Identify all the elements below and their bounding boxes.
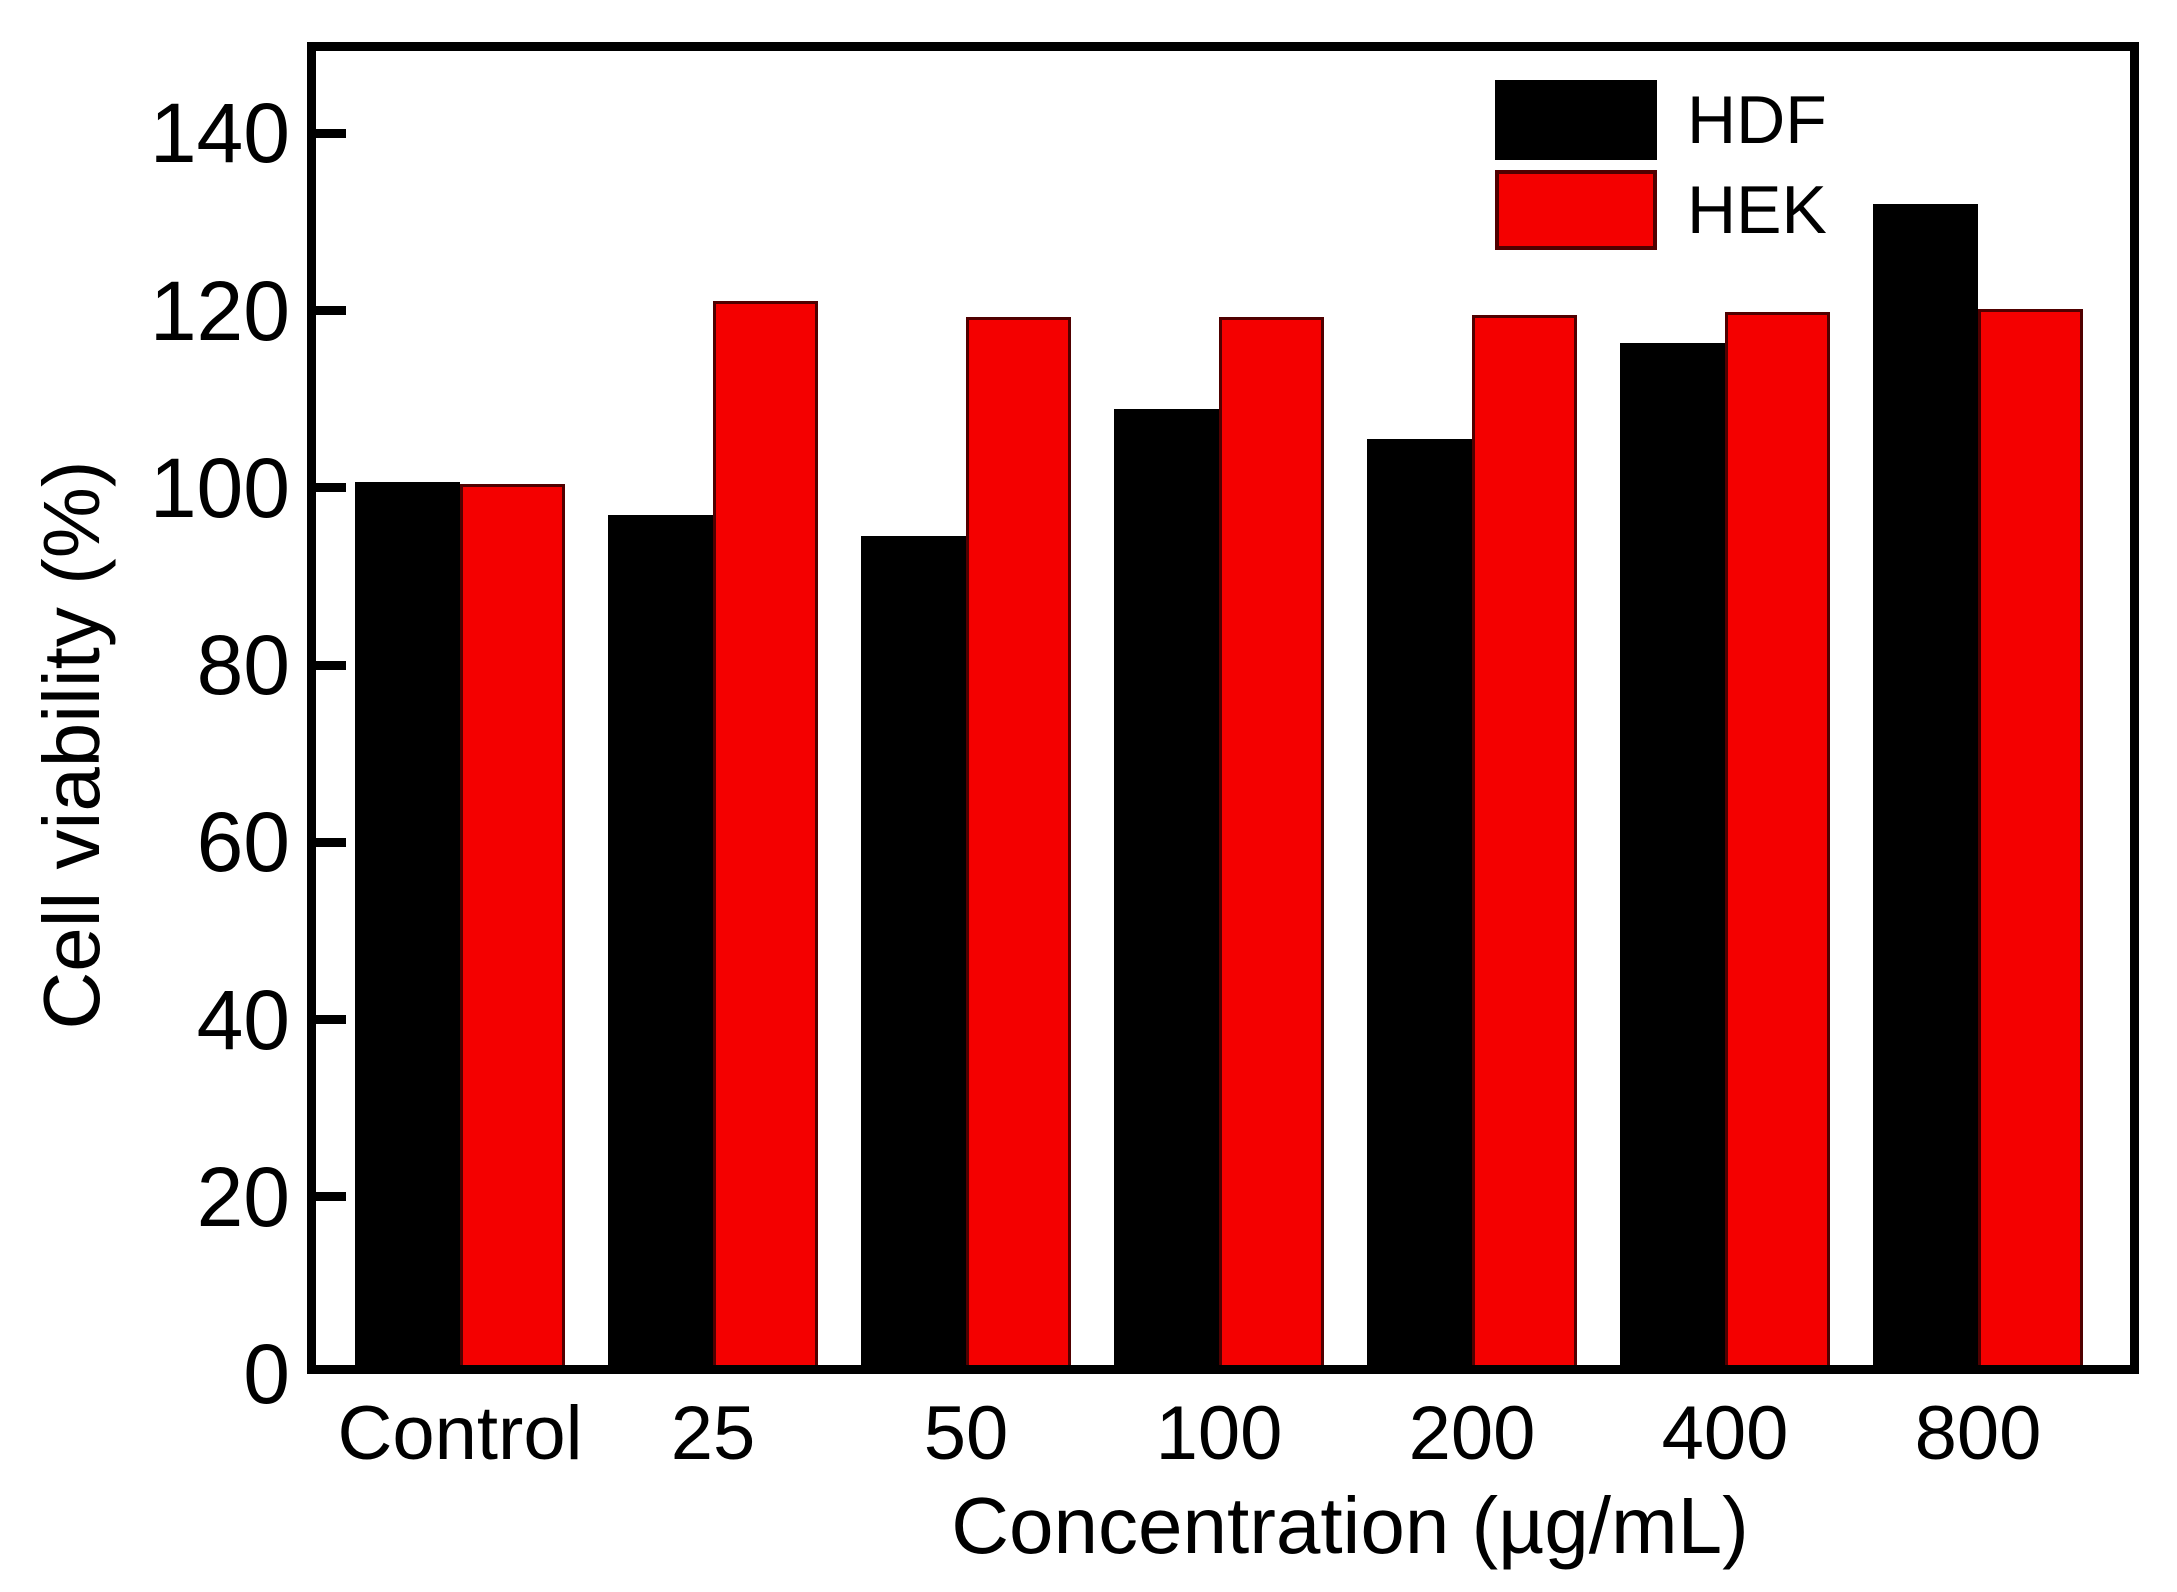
legend-row-hek: HEK: [1495, 170, 1827, 250]
y-tick-mark-20: [316, 1192, 346, 1202]
bar-hek-200: [1472, 315, 1577, 1368]
bar-hdf-800: [1873, 203, 1978, 1368]
legend-label-hdf: HDF: [1687, 82, 1827, 158]
x-tick-label-400: 400: [1661, 1391, 1789, 1476]
y-tick-label-0: 0: [243, 1327, 290, 1421]
legend: HDF HEK: [1495, 80, 1827, 250]
bar-hek-25: [713, 300, 818, 1368]
bar-hek-50: [966, 316, 1071, 1368]
legend-row-hdf: HDF: [1495, 80, 1827, 160]
y-tick-label-40: 40: [196, 972, 290, 1067]
y-tick-label-80: 80: [196, 618, 290, 713]
x-axis-title: Concentration (µg/mL): [951, 1481, 1749, 1570]
y-tick-mark-40: [316, 1015, 346, 1024]
y-tick-label-100: 100: [149, 440, 290, 535]
x-tick-label-25: 25: [670, 1391, 756, 1476]
legend-label-hek: HEK: [1687, 172, 1827, 248]
y-tick-label-20: 20: [196, 1149, 290, 1244]
y-axis-title: Cell viability (%): [27, 460, 116, 1030]
x-tick-label-800: 800: [1914, 1391, 2042, 1476]
y-tick-label-60: 60: [196, 795, 290, 890]
bar-hdf-25: [608, 514, 713, 1368]
legend-swatch-hdf: [1495, 80, 1657, 160]
y-tick-label-140: 140: [149, 86, 290, 181]
bar-hdf-200: [1367, 439, 1472, 1368]
y-tick-mark-120: [316, 306, 346, 316]
y-tick-mark-80: [316, 660, 346, 670]
bar-hek-control: [460, 483, 565, 1368]
bar-hdf-50: [861, 535, 966, 1368]
x-tick-label-100: 100: [1155, 1391, 1283, 1476]
y-tick-mark-60: [316, 837, 346, 847]
y-tick-mark-100: [316, 483, 346, 493]
bar-hek-100: [1219, 316, 1324, 1368]
legend-swatch-hek: [1495, 170, 1657, 250]
x-tick-label-control: Control: [337, 1391, 583, 1476]
bar-hek-800: [1978, 308, 2083, 1368]
bar-hdf-100: [1114, 409, 1219, 1368]
plot-area: HDF HEK: [307, 42, 2139, 1374]
bar-hdf-control: [355, 481, 460, 1368]
bar-hek-400: [1725, 311, 1830, 1368]
x-tick-label-50: 50: [923, 1391, 1009, 1476]
y-tick-mark-140: [316, 128, 346, 138]
bar-hdf-400: [1620, 342, 1725, 1368]
y-tick-label-120: 120: [149, 263, 290, 358]
x-tick-label-200: 200: [1408, 1391, 1536, 1476]
